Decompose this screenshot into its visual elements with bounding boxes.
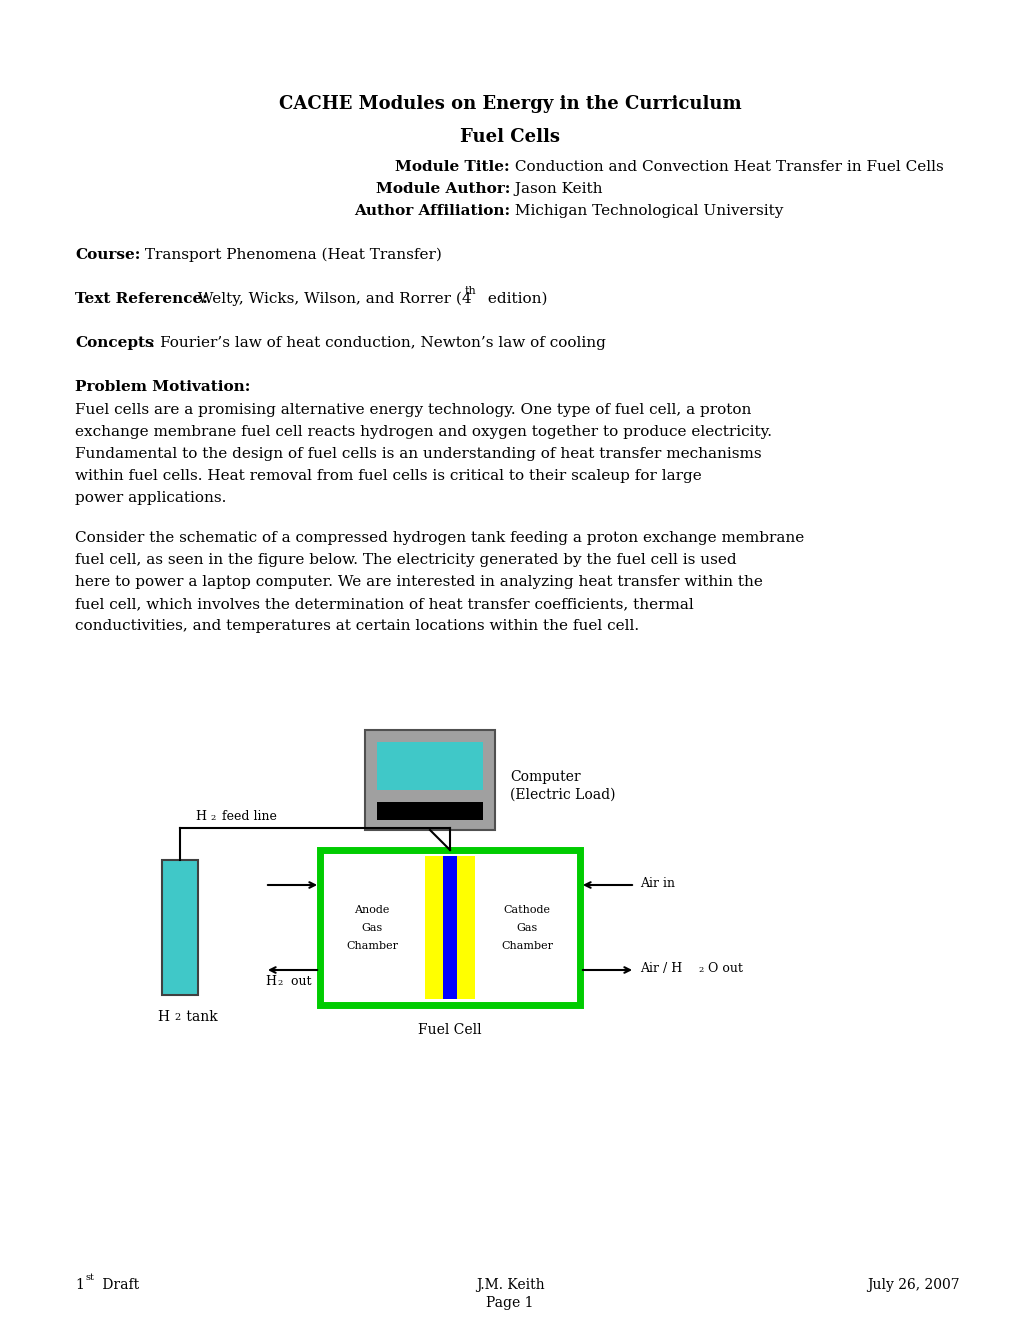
Text: power applications.: power applications. <box>75 491 226 506</box>
Text: Chamber: Chamber <box>500 941 552 950</box>
Text: July 26, 2007: July 26, 2007 <box>866 1278 959 1292</box>
Bar <box>320 850 580 1005</box>
Text: H: H <box>265 975 276 987</box>
Bar <box>365 730 494 830</box>
Text: J.M. Keith: J.M. Keith <box>475 1278 544 1292</box>
Text: Fundamental to the design of fuel cells is an understanding of heat transfer mec: Fundamental to the design of fuel cells … <box>75 447 761 461</box>
Text: Fuel Cells: Fuel Cells <box>460 128 559 147</box>
Text: Transport Phenomena (Heat Transfer): Transport Phenomena (Heat Transfer) <box>140 248 441 263</box>
Bar <box>377 803 483 820</box>
Text: st: st <box>86 1272 95 1282</box>
Text: Draft: Draft <box>98 1278 139 1292</box>
Text: 1: 1 <box>75 1278 84 1292</box>
Text: Module Title:: Module Title: <box>395 160 510 174</box>
Text: CACHE Modules on Energy in the Curriculum: CACHE Modules on Energy in the Curriculu… <box>278 95 741 114</box>
Text: fuel cell, as seen in the figure below. The electricity generated by the fuel ce: fuel cell, as seen in the figure below. … <box>75 553 736 568</box>
Text: Air in: Air in <box>639 876 675 890</box>
Text: out: out <box>286 975 311 987</box>
Text: Michigan Technological University: Michigan Technological University <box>510 205 783 218</box>
Bar <box>442 855 457 999</box>
Bar <box>162 861 198 995</box>
Text: Gas: Gas <box>516 923 537 933</box>
Text: within fuel cells. Heat removal from fuel cells is critical to their scaleup for: within fuel cells. Heat removal from fue… <box>75 469 701 483</box>
Text: Chamber: Chamber <box>345 941 397 950</box>
Text: tank: tank <box>181 1010 217 1024</box>
Text: H: H <box>195 810 206 822</box>
Text: th: th <box>465 286 476 296</box>
Text: O out: O out <box>707 962 742 975</box>
Text: Fuel Cell: Fuel Cell <box>418 1023 481 1038</box>
Text: 2: 2 <box>174 1012 180 1022</box>
Text: Text Reference:: Text Reference: <box>75 292 208 306</box>
Text: 2: 2 <box>210 814 215 822</box>
Text: edition): edition) <box>483 292 547 306</box>
Text: 2: 2 <box>697 966 702 974</box>
Text: H: H <box>157 1010 169 1024</box>
Text: 2: 2 <box>277 979 282 987</box>
Text: : Fourier’s law of heat conduction, Newton’s law of cooling: : Fourier’s law of heat conduction, Newt… <box>150 337 605 350</box>
Text: Welty, Wicks, Wilson, and Rorrer (4: Welty, Wicks, Wilson, and Rorrer (4 <box>193 292 471 306</box>
Bar <box>425 855 442 999</box>
Text: Module Author:: Module Author: <box>375 182 510 195</box>
Text: fuel cell, which involves the determination of heat transfer coefficients, therm: fuel cell, which involves the determinat… <box>75 597 693 611</box>
Text: Problem Motivation:: Problem Motivation: <box>75 380 250 393</box>
Text: Air / H: Air / H <box>639 962 682 975</box>
Bar <box>377 742 483 789</box>
Text: feed line: feed line <box>218 810 276 822</box>
Text: Fuel cells are a promising alternative energy technology. One type of fuel cell,: Fuel cells are a promising alternative e… <box>75 403 751 417</box>
Text: Gas: Gas <box>361 923 382 933</box>
Text: Cathode: Cathode <box>503 906 550 915</box>
Text: Computer: Computer <box>510 770 580 784</box>
Text: (Electric Load): (Electric Load) <box>510 788 614 803</box>
Bar <box>457 855 475 999</box>
Text: Course:: Course: <box>75 248 141 261</box>
Text: Concepts: Concepts <box>75 337 154 350</box>
Text: Jason Keith: Jason Keith <box>510 182 602 195</box>
Text: conductivities, and temperatures at certain locations within the fuel cell.: conductivities, and temperatures at cert… <box>75 619 639 634</box>
Text: Page 1: Page 1 <box>486 1296 533 1309</box>
Text: exchange membrane fuel cell reacts hydrogen and oxygen together to produce elect: exchange membrane fuel cell reacts hydro… <box>75 425 771 440</box>
Text: Conduction and Convection Heat Transfer in Fuel Cells: Conduction and Convection Heat Transfer … <box>510 160 943 174</box>
Text: Consider the schematic of a compressed hydrogen tank feeding a proton exchange m: Consider the schematic of a compressed h… <box>75 531 803 545</box>
Text: here to power a laptop computer. We are interested in analyzing heat transfer wi: here to power a laptop computer. We are … <box>75 576 762 589</box>
Text: Author Affiliation:: Author Affiliation: <box>354 205 510 218</box>
Text: Anode: Anode <box>354 906 389 915</box>
